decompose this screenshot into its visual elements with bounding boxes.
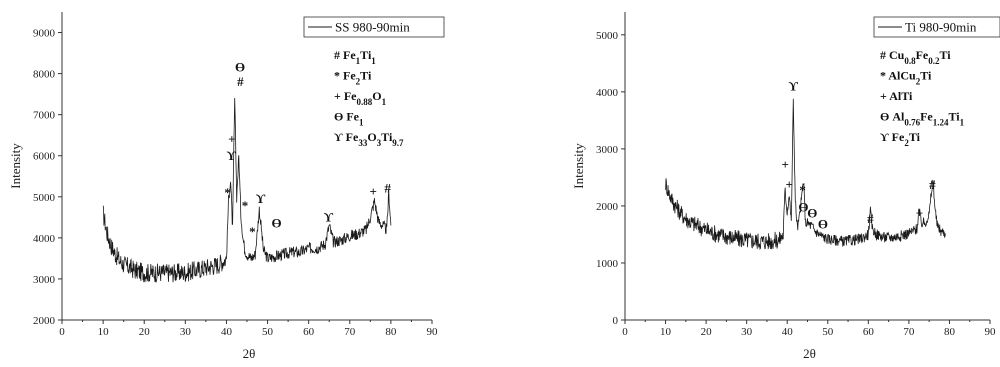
y-tick-label: 6000 bbox=[33, 151, 56, 163]
xrd-panel-2: 0 10 20 30 40 50 60 70 80 90 0 1000 2000 3000 4000 5000… bbox=[571, 12, 1000, 361]
y-tick-label: 3000 bbox=[596, 144, 619, 156]
x-tick-label: 70 bbox=[344, 326, 356, 338]
x-tick-label: 80 bbox=[944, 326, 956, 338]
peak-marker: # bbox=[384, 181, 391, 196]
x-tick-label: 50 bbox=[822, 326, 834, 338]
peak-marker: ϴ bbox=[235, 60, 245, 75]
peak-marker: # bbox=[867, 211, 874, 226]
x-tick-label: 60 bbox=[303, 326, 315, 338]
x-tick-label: 80 bbox=[385, 326, 397, 338]
legend-box bbox=[873, 16, 1000, 38]
phase-label: + AlTi bbox=[880, 89, 913, 103]
peak-marker: + bbox=[228, 131, 235, 146]
x-tick-label: 90 bbox=[427, 326, 439, 338]
x-tick-label: 10 bbox=[98, 326, 110, 338]
peak-marker: * bbox=[799, 183, 806, 198]
peak-marker: * bbox=[242, 198, 249, 213]
peak-marker: * bbox=[224, 185, 231, 200]
peak-marker: ϴ bbox=[798, 200, 808, 215]
x-axis-title: 2θ bbox=[243, 346, 256, 361]
xrd-pattern-line bbox=[665, 98, 946, 251]
peak-marker: ϒ bbox=[256, 191, 266, 206]
peak-marker: + bbox=[786, 177, 793, 192]
y-axis-title: Intensity bbox=[8, 143, 23, 189]
peak-marker: + bbox=[370, 184, 377, 199]
peak-marker: ϴ bbox=[807, 205, 817, 220]
y-tick-label: 3000 bbox=[33, 274, 56, 286]
x-axis-title: 2θ bbox=[803, 346, 816, 361]
phase-label: ϒ Fe33O3Ti9.7 bbox=[334, 130, 404, 148]
x-tick-label: 40 bbox=[221, 326, 233, 338]
phase-label: + Fe0.88O1 bbox=[334, 89, 387, 107]
peak-marker: * bbox=[249, 224, 256, 239]
y-tick-label: 2000 bbox=[596, 201, 619, 213]
xrd-panel-1: 0 10 20 30 40 50 60 70 80 90 2000 3000 4000 5000 6000 7… bbox=[8, 12, 445, 361]
phase-label: # Fe1Ti1 bbox=[334, 48, 376, 66]
y-axis-title: Intensity bbox=[571, 143, 586, 189]
legend-box bbox=[303, 16, 445, 38]
phase-label: * AlCu2Ti bbox=[880, 69, 932, 87]
x-tick-label: 60 bbox=[863, 326, 875, 338]
peak-marker: + bbox=[916, 205, 923, 220]
peak-marker: + bbox=[781, 157, 788, 172]
x-tick-label: 0 bbox=[59, 326, 65, 338]
peak-marker: ϒ bbox=[227, 148, 237, 163]
peak-marker: # bbox=[237, 74, 244, 89]
y-tick-label: 0 bbox=[613, 315, 619, 327]
x-tick-label: 20 bbox=[139, 326, 151, 338]
y-tick-label: 4000 bbox=[33, 233, 56, 245]
y-tick-label: 5000 bbox=[33, 192, 56, 204]
phase-label: * Fe2Ti bbox=[334, 69, 372, 87]
peak-marker: ϴ bbox=[272, 216, 282, 231]
y-tick-label: 9000 bbox=[33, 28, 56, 40]
x-tick-label: 50 bbox=[262, 326, 274, 338]
phase-label: ϴ Al0.76Fe1.24Ti1 bbox=[880, 110, 965, 128]
y-tick-label: 7000 bbox=[33, 110, 56, 122]
phase-label: ϴ Fe1 bbox=[334, 110, 364, 128]
peak-marker: ϒ bbox=[789, 79, 799, 94]
peak-marker: ϒ bbox=[324, 209, 334, 224]
xrd-pattern-line bbox=[102, 97, 392, 283]
legend-label: SS 980-90min bbox=[335, 20, 410, 35]
x-tick-label: 0 bbox=[622, 326, 628, 338]
peak-marker: # bbox=[929, 177, 936, 192]
x-tick-label: 30 bbox=[180, 326, 192, 338]
phase-label: ϒ Fe2Ti bbox=[880, 130, 921, 148]
y-tick-label: 8000 bbox=[33, 69, 56, 81]
legend-label: Ti 980-90min bbox=[905, 20, 977, 35]
y-tick-label: 4000 bbox=[596, 87, 619, 99]
x-tick-label: 20 bbox=[701, 326, 713, 338]
x-tick-label: 40 bbox=[782, 326, 794, 338]
y-tick-label: 5000 bbox=[596, 30, 619, 42]
y-tick-label: 2000 bbox=[33, 315, 56, 327]
x-tick-label: 30 bbox=[741, 326, 753, 338]
phase-label: # Cu0.8Fe0.2Ti bbox=[880, 48, 951, 66]
y-tick-label: 1000 bbox=[596, 258, 619, 270]
x-tick-label: 70 bbox=[903, 326, 915, 338]
x-tick-label: 90 bbox=[985, 326, 997, 338]
peak-marker: ϴ bbox=[818, 217, 828, 232]
x-tick-label: 10 bbox=[660, 326, 672, 338]
